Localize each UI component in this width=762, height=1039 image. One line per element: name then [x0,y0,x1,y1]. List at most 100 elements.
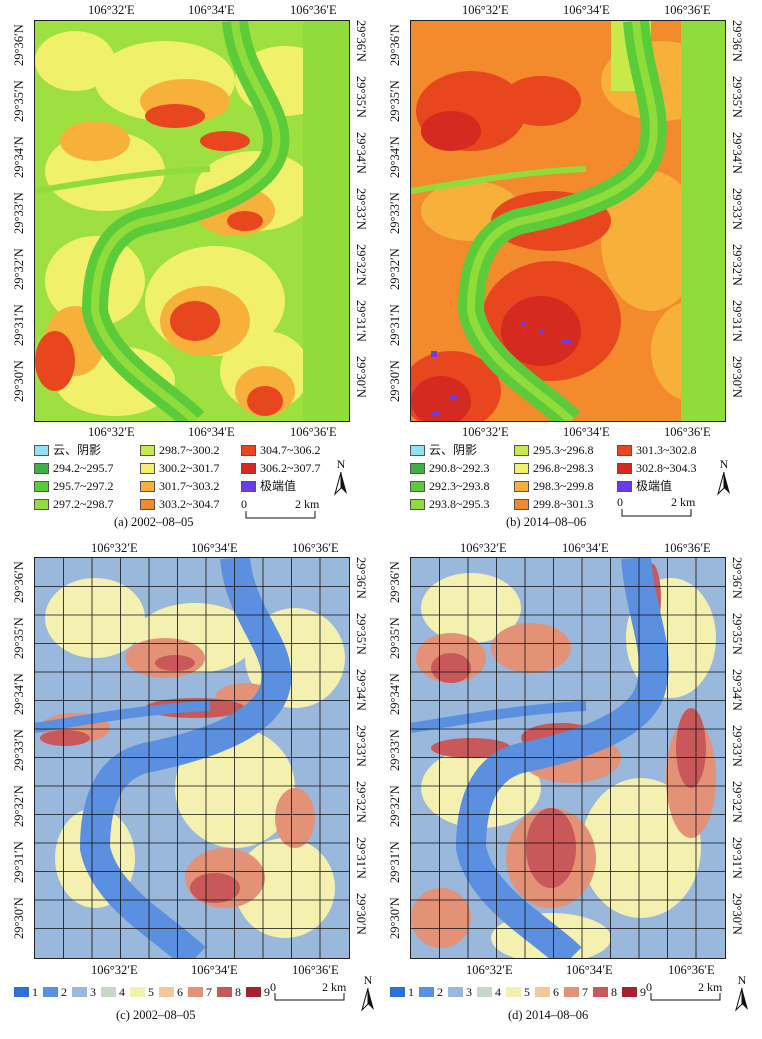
bottom-tick: 106°32′E [88,425,135,439]
legend-item: 290.8~292.3 [410,461,490,475]
class-map-c [34,557,350,959]
legend-item: 云、阴影 [34,443,101,457]
lat-tick-right: 29°34′N [354,132,368,174]
legend-swatch [130,987,145,997]
top-tick: 106°32′E [88,3,135,17]
legend-item: 301.3~302.8 [617,443,697,457]
top-tick: 106°36′E [292,541,339,555]
bottom-tick: 106°32′E [91,963,138,977]
legend-swatch [448,987,463,997]
lat-tick-right: 29°36′N [730,557,744,599]
bottom-tick: 106°36′E [292,963,339,977]
lat-tick-left: 29°32′N [388,248,402,290]
lat-tick-right: 29°34′N [354,669,368,711]
legend-swatch [34,462,49,474]
legend-swatch [241,462,256,474]
legend-swatch [410,498,425,510]
lat-tick-right: 29°32′N [730,781,744,823]
class-legend-item: 5 [130,985,154,999]
legend-item: 极端值 [617,479,672,493]
legend-swatch [514,444,529,456]
bottom-tick: 106°36′E [290,425,337,439]
lat-tick-right: 29°33′N [354,188,368,230]
class-legend-item: 6 [159,985,183,999]
top-tick: 106°32′E [462,3,509,17]
lat-tick-right: 29°33′N [354,725,368,767]
lat-tick-right: 29°30′N [730,893,744,935]
north-arrow-icon: N [734,973,750,1017]
legend-item: 299.8~301.3 [514,497,594,511]
legend-item: 298.3~299.8 [514,479,594,493]
lat-tick-left: 29°35′N [12,617,26,659]
lat-tick-left: 29°33′N [12,729,26,771]
lat-tick-right: 29°36′N [730,20,744,62]
lat-tick-right: 29°35′N [730,613,744,655]
lat-tick-left: 29°35′N [12,80,26,122]
lat-tick-left: 29°33′N [12,192,26,234]
legend-item: 293.8~295.3 [410,497,490,511]
legend-item: 297.2~298.7 [34,497,114,511]
lat-tick-right: 29°33′N [730,725,744,767]
class-legend-item: 9 [246,985,270,999]
top-tick: 106°34′E [562,541,609,555]
legend-item: 292.3~293.8 [410,479,490,493]
panel-caption: (b) 2014–08–06 [506,515,587,529]
panel-caption: (a) 2002–08–05 [114,515,194,529]
class-legend-item: 7 [564,985,588,999]
legend-swatch [617,444,632,456]
legend-item: 云、阴影 [410,443,477,457]
legend-swatch [72,987,87,997]
legend-item: 296.8~298.3 [514,461,594,475]
class-legend-item: 6 [535,985,559,999]
lat-tick-left: 29°36′N [388,24,402,66]
legend-item: 301.7~303.2 [140,479,220,493]
lat-tick-left: 29°34′N [12,136,26,178]
legend-item: 295.7~297.2 [34,479,114,493]
legend-item: 294.2~295.7 [34,461,114,475]
lat-tick-right: 29°34′N [730,132,744,174]
bottom-tick: 106°36′E [668,963,715,977]
lat-tick-left: 29°35′N [388,80,402,122]
class-legend-item: 2 [43,985,67,999]
top-tick: 106°34′E [188,3,235,17]
class-legend-item: 4 [477,985,501,999]
legend-item: 306.2~307.7 [241,461,321,475]
lat-tick-left: 29°35′N [388,617,402,659]
lat-tick-right: 29°36′N [354,20,368,62]
top-tick: 106°36′E [664,3,711,17]
legend-swatch [34,498,49,510]
top-tick: 106°32′E [460,541,507,555]
legend-swatch [246,987,261,997]
legend-swatch [140,444,155,456]
bottom-tick: 106°34′E [563,425,610,439]
legend-swatch [390,987,405,997]
lat-tick-right: 29°35′N [354,76,368,118]
lat-tick-left: 29°30′N [12,360,26,402]
legend-swatch [477,987,492,997]
north-arrow-icon: N [333,457,349,501]
panel-caption: (c) 2002–08–05 [116,1008,196,1022]
lat-tick-left: 29°31′N [12,841,26,883]
lat-tick-right: 29°32′N [730,244,744,286]
class-legend-item: 1 [390,985,414,999]
legend-swatch [101,987,116,997]
class-map-d [410,557,726,959]
legend-swatch [34,480,49,492]
lat-tick-left: 29°32′N [388,785,402,827]
lat-tick-right: 29°31′N [730,837,744,879]
lat-tick-left: 29°34′N [12,673,26,715]
lat-tick-left: 29°30′N [388,360,402,402]
top-tick: 106°34′E [191,541,238,555]
legend-swatch [188,987,203,997]
lat-tick-left: 29°36′N [12,561,26,603]
lat-tick-right: 29°31′N [354,837,368,879]
legend-swatch [140,462,155,474]
class-legend-item: 9 [622,985,646,999]
lat-tick-left: 29°30′N [12,897,26,939]
legend-swatch [217,987,232,997]
legend-swatch [622,987,637,997]
legend-swatch [564,987,579,997]
legend-item: 295.3~296.8 [514,443,594,457]
legend-swatch [43,987,58,997]
class-legend-item: 1 [14,985,38,999]
